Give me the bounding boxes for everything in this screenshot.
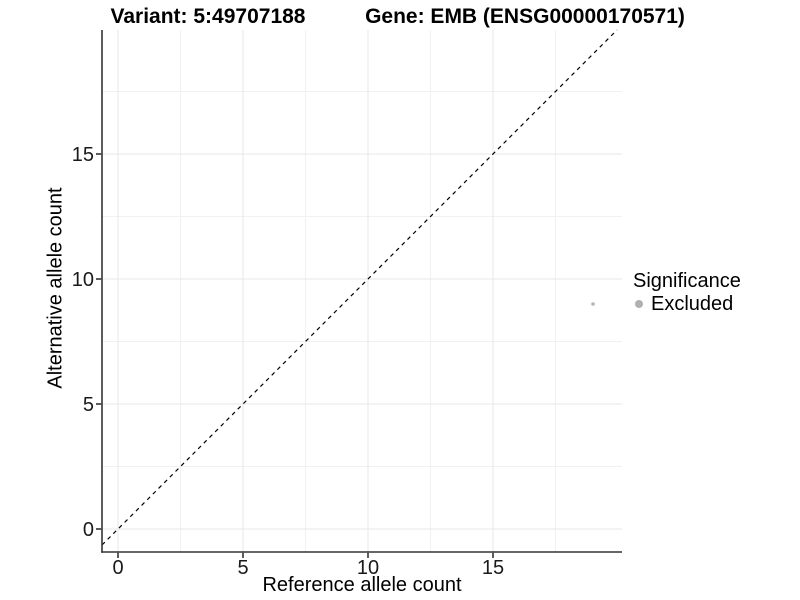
y-tick-label: 0: [83, 519, 94, 541]
legend-item-label: Excluded: [651, 293, 734, 315]
y-axis-title: Alternative allele count: [44, 187, 67, 389]
x-tick-label: 0: [112, 557, 123, 579]
legend-item-excluded: Excluded: [633, 294, 741, 314]
legend-title: Significance: [633, 270, 741, 292]
x-tick-label: 5: [237, 557, 248, 579]
data-point: [591, 302, 595, 306]
identity-line: [101, 29, 618, 546]
legend: Significance Excluded: [633, 270, 741, 314]
x-tick-label: 10: [357, 557, 379, 579]
y-tick-label: 15: [72, 144, 94, 166]
x-tick-label: 15: [482, 557, 504, 579]
plot-title-gene: Gene: EMB (ENSG00000170571): [365, 5, 685, 28]
x-axis-title: Reference allele count: [262, 574, 462, 596]
excluded-point-icon: [635, 300, 643, 308]
plot-title-variant: Variant: 5:49707188: [110, 5, 306, 28]
y-tick-label: 10: [72, 269, 94, 291]
y-tick-label: 5: [83, 394, 94, 416]
